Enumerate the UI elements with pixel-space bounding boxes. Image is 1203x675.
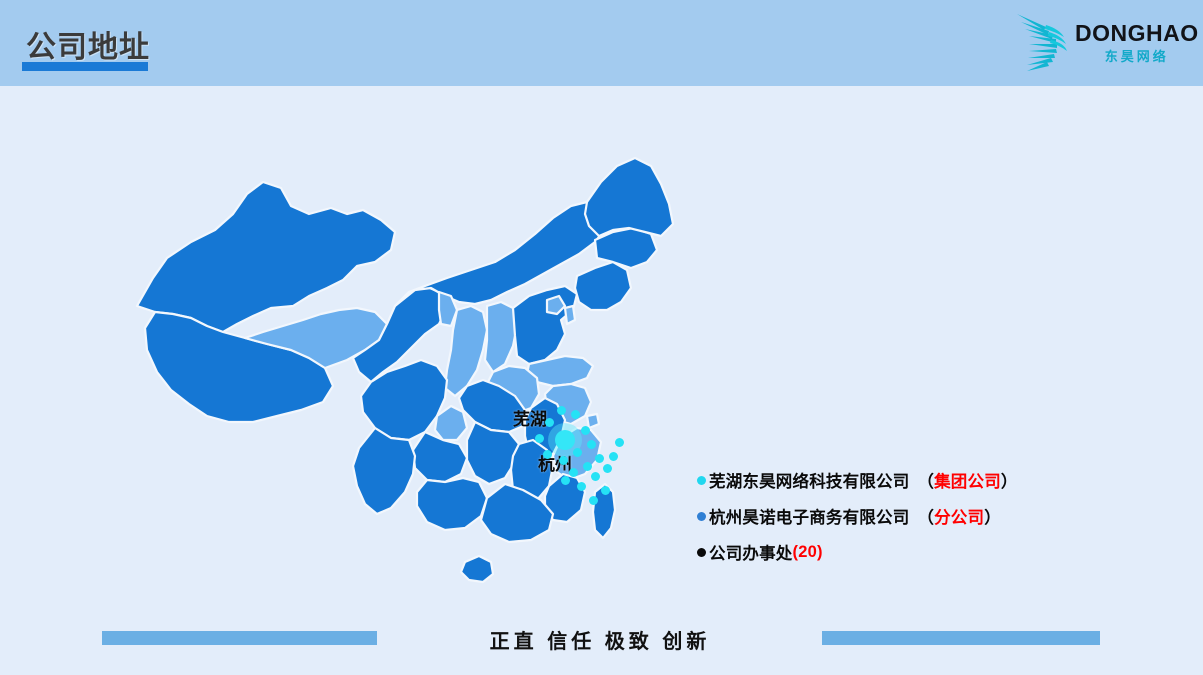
map-marker-office[interactable]	[577, 482, 586, 491]
region-chongqing	[433, 404, 469, 442]
paren-close: )	[816, 542, 823, 561]
logo-sub-text: 东昊网络	[1104, 48, 1169, 64]
feather-wing-icon	[1017, 14, 1067, 71]
map-marker-office[interactable]	[569, 468, 578, 477]
map-marker-office[interactable]	[573, 448, 582, 457]
paren-open: （	[917, 473, 935, 491]
page-title: 公司地址	[26, 31, 150, 64]
legend-tag-group: （集团公司）	[917, 468, 1017, 492]
map-marker-office[interactable]	[571, 410, 580, 419]
region-hainan	[459, 554, 495, 584]
paren-open: （	[917, 509, 935, 527]
map-legend: 芜湖东昊网络科技有限公司 （集团公司） 杭州昊诺电子商务有限公司 （分公司） 公…	[697, 462, 1127, 570]
region-xinjiang	[135, 180, 397, 334]
map-marker-office[interactable]	[589, 496, 598, 505]
header-band	[0, 0, 1203, 86]
region-hunan	[465, 420, 521, 486]
footer-slogan: 正直 信任 极致 创新	[489, 631, 711, 653]
region-yunnan	[351, 426, 417, 516]
legend-item-group-company: 芜湖东昊网络科技有限公司 （集团公司）	[697, 462, 1127, 498]
legend-dot-black-icon	[697, 547, 706, 557]
region-hubei	[457, 378, 527, 434]
legend-label-branch-company: 杭州昊诺电子商务有限公司	[709, 509, 910, 527]
china-map-svg	[135, 156, 675, 584]
legend-tag-text-group: 集团公司	[934, 473, 1001, 491]
region-shanxi	[483, 300, 519, 374]
map-marker-office[interactable]	[559, 456, 568, 465]
map-marker-headquarters[interactable]	[555, 430, 575, 450]
legend-dot-cyan-icon	[697, 475, 706, 485]
region-jilin	[593, 226, 659, 270]
footer-bar-left	[102, 631, 377, 645]
map-marker-office[interactable]	[581, 426, 590, 435]
region-tibet	[143, 310, 335, 424]
map-marker-office[interactable]	[535, 434, 544, 443]
map-marker-office[interactable]	[587, 440, 596, 449]
region-shanghai	[585, 412, 601, 430]
legend-tag-text-offices: 20	[798, 542, 817, 561]
map-marker-office[interactable]	[603, 464, 612, 473]
china-map-container: 芜湖 杭州	[95, 110, 735, 610]
map-marker-office[interactable]	[601, 486, 610, 495]
region-guangdong	[479, 482, 555, 544]
legend-item-offices: 公司办事处 (20)	[697, 534, 1127, 570]
region-ningxia	[437, 290, 459, 328]
legend-item-branch-company: 杭州昊诺电子商务有限公司 （分公司）	[697, 498, 1127, 534]
map-marker-office[interactable]	[583, 462, 592, 471]
map-marker-office[interactable]	[591, 472, 600, 481]
map-marker-office[interactable]	[543, 450, 552, 459]
legend-label-group-company: 芜湖东昊网络科技有限公司	[709, 473, 910, 491]
legend-tag-branch: （分公司）	[917, 504, 1001, 528]
map-marker-office[interactable]	[609, 452, 618, 461]
region-guizhou	[411, 430, 469, 484]
city-label-wuhu: 芜湖	[513, 410, 547, 429]
map-marker-office[interactable]	[545, 418, 554, 427]
paren-open: (	[792, 542, 799, 561]
region-beijing	[545, 294, 567, 316]
footer-bar-right	[822, 631, 1100, 645]
region-tianjin	[563, 304, 577, 326]
region-guangxi	[415, 476, 489, 532]
legend-dot-blue-icon	[697, 511, 706, 521]
brand-logo: DONGHAO 东昊网络	[1015, 6, 1198, 78]
title-underline-accent	[22, 62, 148, 71]
map-marker-office[interactable]	[595, 454, 604, 463]
legend-tag-offices-count: (20)	[793, 543, 823, 562]
legend-label-offices: 公司办事处	[709, 545, 793, 563]
paren-close: ）	[984, 509, 1001, 527]
paren-close: ）	[1000, 473, 1018, 491]
legend-tag-text-branch: 分公司	[934, 509, 985, 527]
map-marker-office[interactable]	[557, 406, 566, 415]
map-marker-office[interactable]	[615, 438, 624, 447]
map-marker-office[interactable]	[561, 476, 570, 485]
region-heilongjiang	[583, 156, 675, 238]
logo-main-text: DONGHAO	[1075, 19, 1199, 46]
region-liaoning	[573, 260, 633, 312]
